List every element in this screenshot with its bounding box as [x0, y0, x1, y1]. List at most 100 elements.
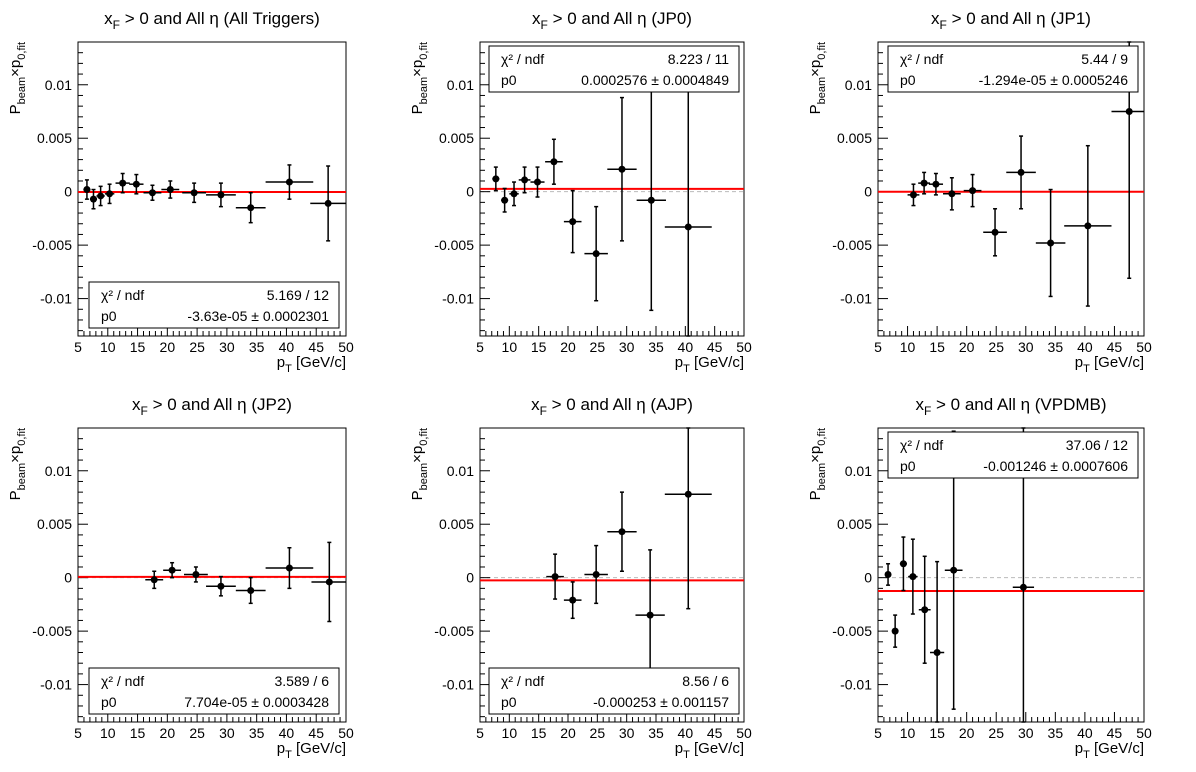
x-axis-label: pT [GeV/c]: [675, 354, 744, 375]
stats-box-frame: [488, 667, 740, 715]
x-tick-label: 10: [100, 339, 116, 355]
x-tick-label: 15: [531, 725, 547, 741]
y-axis-label-times: ×p: [409, 60, 426, 77]
x-tick-label: 40: [678, 725, 694, 741]
data-point: [182, 182, 207, 204]
y-tick-label: -0.005: [434, 237, 474, 253]
y-axis-label-times: ×p: [409, 446, 426, 463]
data-point: [311, 541, 346, 623]
data-point: [899, 536, 907, 592]
point-marker: [920, 179, 928, 187]
plot-frame: [77, 427, 347, 723]
x-axis-label: pT [GeV/c]: [277, 354, 346, 375]
x-tick-label: 5: [476, 339, 484, 355]
data-point: [163, 561, 182, 579]
data-point: [184, 566, 208, 583]
data-point: [235, 191, 266, 224]
stats-p0-value: -0.001246 ± 0.0007606: [983, 458, 1128, 474]
y-tick-label: -0.01: [40, 677, 72, 693]
x-axis-label-unit: [GeV/c]: [1090, 740, 1144, 757]
data-point: [530, 166, 545, 198]
point-marker: [285, 564, 293, 572]
data-point: [89, 188, 98, 210]
stats-chi2-label: χ² / ndf: [501, 673, 544, 689]
point-marker: [1047, 239, 1055, 247]
x-tick-label: 15: [929, 339, 945, 355]
point-marker: [991, 228, 999, 236]
x-tick-label: 10: [100, 725, 116, 741]
data-point: [518, 166, 531, 194]
y-tick-label: -0.01: [442, 291, 474, 307]
stats-chi2-label: χ² / ndf: [101, 287, 144, 303]
y-axis-label-P: P: [409, 104, 426, 114]
x-tick-label: 15: [130, 725, 146, 741]
point-marker: [592, 250, 600, 258]
stats-p0-value: -1.294e-05 ± 0.0005246: [979, 72, 1129, 88]
y-tick-label: -0.005: [832, 237, 872, 253]
x-tick-label: 45: [1107, 725, 1123, 741]
fit-stats-box: χ² / ndf 8.56 / 6 p0 -0.000253 ± 0.001157: [488, 667, 740, 715]
y-axis-label-P: P: [807, 490, 824, 500]
x-tick-label: 40: [1077, 725, 1093, 741]
x-tick-label: 50: [736, 725, 752, 741]
chart-title: xF > 0 and All η (JP2): [132, 395, 292, 418]
data-point: [265, 546, 314, 590]
y-tick-label: 0.005: [37, 516, 72, 532]
fit-stats-box: χ² / ndf 5.169 / 12 p0 -3.63e-05 ± 0.000230…: [88, 281, 340, 329]
data-point: [161, 180, 180, 199]
x-axis-label: pT [GeV/c]: [1075, 354, 1144, 375]
y-tick-label: 0: [466, 570, 474, 586]
stats-chi2-value: 8.223 / 11: [668, 51, 729, 67]
x-tick-label: 25: [189, 339, 205, 355]
x-tick-label: 5: [74, 339, 82, 355]
x-tick-label: 45: [1107, 339, 1123, 355]
point-marker: [909, 573, 917, 581]
x-tick-label: 20: [160, 725, 176, 741]
point-marker: [969, 187, 977, 195]
data-point: [943, 177, 961, 211]
x-tick-label: 35: [1048, 725, 1064, 741]
data-point: [143, 184, 162, 201]
point-marker: [217, 191, 225, 199]
stats-chi2-value: 37.06 / 12: [1066, 437, 1128, 453]
chart-title-sub: F: [113, 18, 120, 32]
x-tick-label: 25: [590, 725, 606, 741]
chart-title: xF > 0 and All η (JP1): [931, 9, 1091, 32]
x-tick-label: 50: [1136, 339, 1152, 355]
point-marker: [1125, 107, 1133, 115]
chart-title-rest: > 0 and All η (JP0): [548, 9, 692, 28]
x-tick-label: 40: [279, 725, 295, 741]
data-point: [918, 555, 931, 664]
y-tick-label: 0.005: [837, 516, 872, 532]
x-axis-label-unit: [GeV/c]: [690, 354, 744, 371]
y-axis-label-P: P: [409, 490, 426, 500]
point-marker: [83, 186, 91, 194]
stats-p0-label: p0: [101, 308, 117, 324]
stats-box-frame: [887, 45, 1139, 93]
y-tick-label: 0: [466, 184, 474, 200]
y-tick-label: -0.01: [840, 291, 872, 307]
y-axis-label-times: ×p: [807, 446, 824, 463]
x-tick-label: 25: [988, 339, 1004, 355]
point-marker: [325, 578, 333, 586]
stats-box-frame: [88, 667, 340, 715]
y-axis-label-beam: beam: [16, 463, 28, 491]
x-tick-label: 50: [1136, 725, 1152, 741]
point-marker: [168, 566, 176, 574]
data-point: [891, 614, 899, 648]
x-tick-label: 20: [560, 339, 576, 355]
point-marker: [884, 570, 892, 578]
stats-p0-value: 7.704e-05 ± 0.0003428: [184, 694, 329, 710]
x-axis-label-sub: T: [285, 363, 292, 375]
data-point: [607, 491, 637, 573]
point-marker: [569, 218, 577, 226]
y-tick-label: 0.01: [845, 463, 872, 479]
y-axis-label: Pbeam×p0,fit: [7, 42, 28, 114]
y-tick-label: 0.005: [37, 130, 72, 146]
data-point: [664, 427, 712, 610]
x-tick-label: 40: [279, 339, 295, 355]
x-tick-label: 45: [707, 339, 723, 355]
point-marker: [150, 576, 158, 584]
y-axis-label-sub: 0,fit: [16, 42, 28, 60]
fit-stats-box: χ² / ndf 8.223 / 11 p0 0.0002576 ± 0.000484…: [488, 45, 740, 93]
